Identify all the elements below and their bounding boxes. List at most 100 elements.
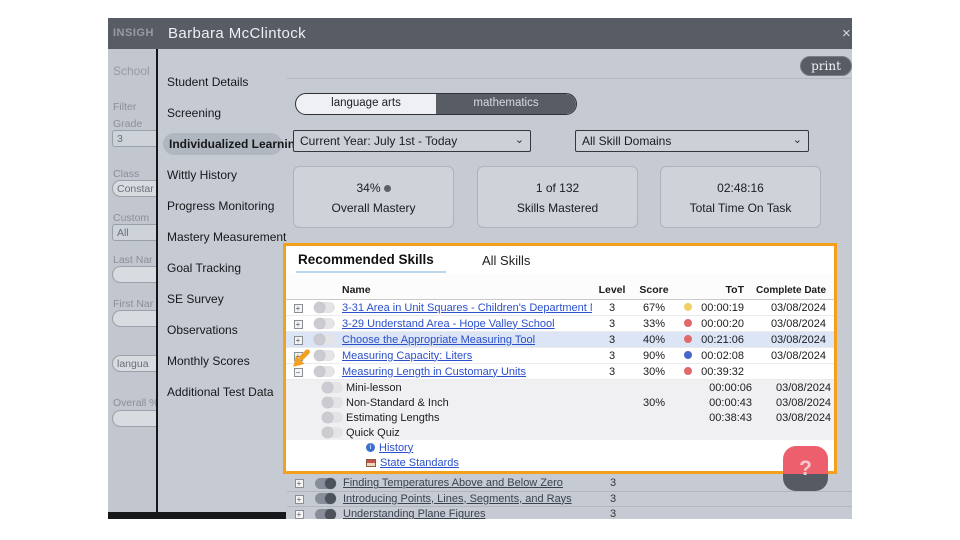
class-select[interactable]: Constar	[112, 180, 156, 197]
status-dot	[684, 366, 692, 375]
expand-icon[interactable]: +	[293, 335, 303, 345]
table-row-dimmed: + Understanding Plane Figures 3	[287, 507, 852, 519]
chevron-down-icon: ⌄	[792, 134, 802, 146]
menu-progress-monitoring[interactable]: Progress Monitoring	[167, 199, 275, 213]
activity-toggle[interactable]	[322, 397, 343, 409]
activity-tot: 00:00:43	[709, 396, 752, 409]
skill-toggle[interactable]	[314, 302, 335, 314]
activity-date: 03/08/2024	[776, 381, 832, 394]
expand-icon[interactable]: +	[294, 494, 304, 504]
help-button[interactable]: ?	[783, 446, 828, 491]
history-link[interactable]: History	[379, 441, 414, 454]
skill-toggle[interactable]	[314, 366, 335, 378]
table-row-highlighted: + Choose the Appropriate Measuring Tool …	[286, 332, 834, 348]
active-tab-underline	[296, 271, 446, 273]
skill-link[interactable]: 3-31 Area in Unit Squares - Children's D…	[342, 301, 592, 314]
overall-input[interactable]	[112, 410, 156, 427]
skill-link[interactable]: Introducing Points, Lines, Segments, and…	[343, 492, 572, 505]
activity-toggle[interactable]	[322, 427, 343, 439]
first-name-input[interactable]	[112, 310, 156, 327]
tab-all-skills[interactable]: All Skills	[482, 253, 531, 268]
first-name-label: First Nar	[113, 298, 154, 310]
skill-link[interactable]: Finding Temperatures Above and Below Zer…	[343, 477, 563, 490]
skill-link[interactable]: 3-29 Understand Area - Hope Valley Schoo…	[342, 317, 555, 330]
menu-mastery-measurement[interactable]: Mastery Measurement	[167, 230, 287, 244]
date-range-select[interactable]: Current Year: July 1st - Today ⌄	[293, 130, 531, 152]
status-dot	[684, 318, 692, 327]
menu-wittly-history[interactable]: Wittly History	[167, 168, 237, 182]
tab-language-arts[interactable]: language arts	[331, 97, 401, 109]
background-filter-panel: School Filter Grade 3 Class Constar Cust…	[108, 49, 156, 512]
grade-input[interactable]: 3	[112, 130, 156, 147]
menu-student-details[interactable]: Student Details	[167, 75, 249, 89]
skill-tot: 00:02:08	[701, 349, 744, 362]
skill-date: 03/08/2024	[770, 301, 826, 314]
table-row-expanded: − Measuring Length in Customary Units 3 …	[286, 364, 834, 380]
custom-input[interactable]: All	[112, 224, 156, 241]
menu-observations[interactable]: Observations	[167, 323, 238, 337]
skill-link[interactable]: Choose the Appropriate Measuring Tool	[342, 333, 536, 346]
table-row: + 3-29 Understand Area - Hope Valley Sch…	[286, 316, 834, 332]
activity-date: 03/08/2024	[776, 411, 832, 424]
skill-score: 90%	[642, 349, 666, 362]
language-tab-pill[interactable]: langua	[112, 355, 156, 372]
activity-toggle[interactable]	[322, 412, 343, 424]
skill-toggle[interactable]	[315, 477, 336, 489]
menu-additional-test-data[interactable]: Additional Test Data	[167, 385, 274, 399]
status-dot	[684, 350, 692, 359]
tab-mathematics[interactable]: mathematics	[436, 94, 576, 114]
skill-toggle[interactable]	[314, 350, 335, 362]
activity-toggle[interactable]	[322, 382, 343, 394]
skill-level: 3	[608, 349, 616, 362]
date-range-value: Current Year: July 1st - Today	[300, 134, 458, 148]
overall-label: Overall %	[113, 397, 156, 409]
skill-link[interactable]: Measuring Length in Customary Units	[342, 365, 527, 378]
menu-screening[interactable]: Screening	[167, 106, 222, 120]
skill-level: 3	[608, 301, 616, 314]
table-row-dimmed: + Finding Temperatures Above and Below Z…	[287, 476, 852, 492]
overall-mastery-value: 34%	[356, 181, 381, 195]
skill-level: 3	[608, 333, 616, 346]
skill-toggle[interactable]	[315, 493, 336, 505]
skill-toggle[interactable]	[314, 318, 335, 330]
skill-toggle[interactable]	[314, 334, 335, 346]
tab-recommended-skills[interactable]: Recommended Skills	[298, 252, 434, 267]
activity-name: Estimating Lengths	[346, 411, 440, 424]
close-icon[interactable]: ×	[842, 25, 851, 42]
skill-link[interactable]: Understanding Plane Figures	[343, 508, 486, 519]
skill-level: 3	[609, 477, 617, 490]
print-button[interactable]: print	[800, 56, 852, 76]
student-name-title: Barbara McClintock	[168, 25, 307, 42]
activity-score: 30%	[642, 396, 666, 409]
skill-score: 33%	[642, 317, 666, 330]
nav-school[interactable]: School	[113, 64, 150, 78]
activity-row: Mini-lesson 00:00:06 03/08/2024	[286, 380, 834, 395]
skill-level: 3	[609, 492, 617, 505]
expand-icon[interactable]: +	[294, 479, 304, 489]
activity-tot: 00:38:43	[709, 411, 752, 424]
skills-mastered-label: Skills Mastered	[516, 201, 599, 215]
modal-titlebar: INSIGH Barbara McClintock ×	[108, 18, 852, 49]
menu-monthly-scores[interactable]: Monthly Scores	[167, 354, 250, 368]
skill-tot: 00:00:19	[701, 301, 744, 314]
last-name-input[interactable]	[112, 266, 156, 283]
col-level: Level	[598, 284, 626, 296]
skills-mastered-card: 1 of 132 Skills Mastered	[477, 166, 638, 228]
skill-domain-select[interactable]: All Skill Domains ⌄	[575, 130, 809, 152]
col-score: Score	[639, 284, 669, 296]
col-name: Name	[342, 284, 371, 296]
tutorial-highlight-box: Recommended Skills All Skills Name Level…	[283, 243, 837, 474]
menu-individualized-learning[interactable]: Individualized Learning	[163, 133, 302, 155]
menu-se-survey[interactable]: SE Survey	[167, 292, 224, 306]
activity-date: 03/08/2024	[776, 396, 832, 409]
menu-goal-tracking[interactable]: Goal Tracking	[167, 261, 242, 275]
skill-link[interactable]: Measuring Capacity: Liters	[342, 349, 473, 362]
expand-icon[interactable]: +	[294, 510, 304, 519]
table-row: + 3-31 Area in Unit Squares - Children's…	[286, 300, 834, 316]
filter-section-label: Filter	[113, 101, 137, 113]
skill-toggle[interactable]	[315, 508, 336, 519]
expand-icon[interactable]: +	[293, 319, 303, 329]
expand-icon[interactable]: +	[293, 303, 303, 313]
collapse-icon[interactable]: −	[293, 367, 303, 377]
state-standards-link[interactable]: State Standards	[380, 456, 459, 469]
